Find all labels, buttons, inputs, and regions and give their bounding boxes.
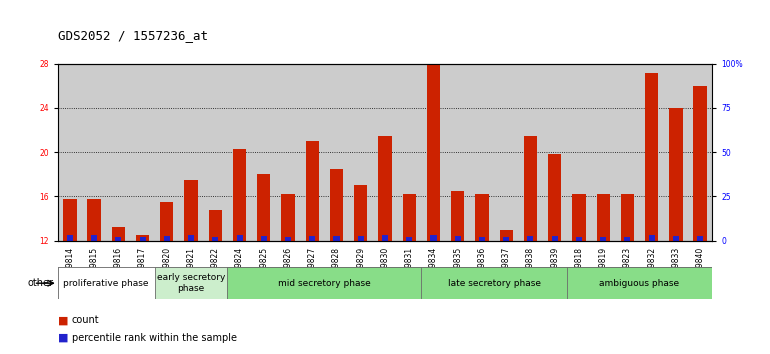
Bar [164,236,170,241]
Bar [551,236,557,241]
Bar [407,236,412,241]
Bar [382,235,388,241]
Bar [648,235,654,241]
Bar [67,235,73,241]
Bar [500,230,513,241]
FancyBboxPatch shape [227,267,421,299]
Bar [160,202,173,241]
Bar [503,238,509,241]
Text: ■: ■ [58,315,69,325]
Text: GDS2052 / 1557236_at: GDS2052 / 1557236_at [58,29,208,42]
Bar [427,64,440,241]
FancyBboxPatch shape [421,267,567,299]
Bar [621,194,634,241]
Bar [669,108,682,241]
Bar [455,236,460,241]
Bar [330,169,343,241]
Bar [697,236,703,241]
Bar [645,73,658,241]
FancyBboxPatch shape [155,267,227,299]
Bar [403,194,416,241]
Bar [430,235,437,241]
Text: mid secretory phase: mid secretory phase [278,279,371,288]
Bar [358,236,363,241]
Text: ambiguous phase: ambiguous phase [600,279,680,288]
Bar [112,228,125,241]
Bar [524,136,537,241]
Bar [88,199,101,241]
Bar [694,86,707,241]
FancyBboxPatch shape [567,267,712,299]
Bar [475,194,489,241]
Text: other: other [28,278,54,288]
Bar [116,236,122,241]
Bar [548,154,561,241]
Bar [306,141,319,241]
Bar [236,235,243,241]
Bar [63,199,76,241]
Bar [600,236,606,241]
Bar [285,236,291,241]
Bar [451,191,464,241]
Bar [378,136,392,241]
Text: ■: ■ [58,333,69,343]
Bar [310,236,315,241]
Bar [261,236,267,241]
Bar [91,235,97,241]
Bar [479,236,485,241]
Bar [527,236,534,241]
Bar [209,210,222,241]
Bar [213,237,219,241]
Bar [139,237,146,241]
Bar [572,194,586,241]
Bar [576,236,582,241]
Bar [233,149,246,241]
Bar [281,194,295,241]
Text: late secretory phase: late secretory phase [447,279,541,288]
Text: early secretory
phase: early secretory phase [157,274,226,293]
Bar [257,175,270,241]
Bar [354,185,367,241]
Text: percentile rank within the sample: percentile rank within the sample [72,333,236,343]
Bar [597,194,610,241]
FancyBboxPatch shape [58,267,155,299]
Bar [624,236,631,241]
Bar [184,180,198,241]
Bar [333,236,340,241]
Text: proliferative phase: proliferative phase [63,279,149,288]
FancyBboxPatch shape [58,267,712,299]
Bar [188,235,194,241]
Bar [136,235,149,241]
Bar [673,236,679,241]
Text: count: count [72,315,99,325]
